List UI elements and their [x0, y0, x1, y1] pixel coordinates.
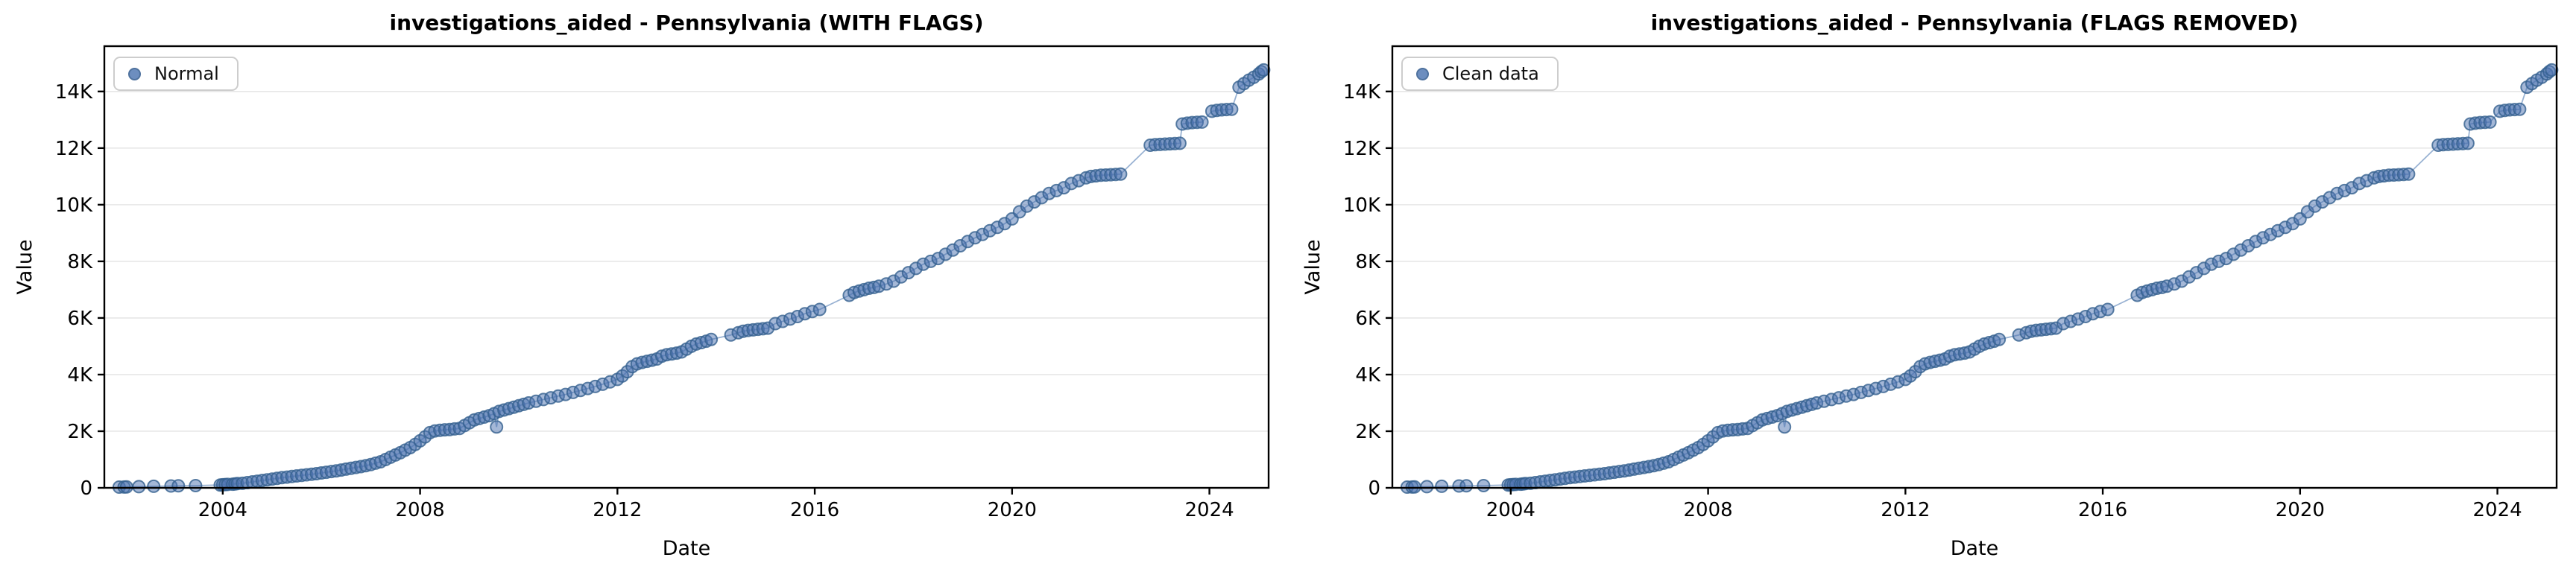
y-tick-label: 4K: [1355, 364, 1381, 387]
y-tick-label: 2K: [1355, 421, 1381, 443]
x-axis-label: Date: [663, 537, 711, 560]
x-tick-label: 2016: [790, 499, 839, 521]
x-tick-label: 2016: [2078, 499, 2127, 521]
scatter-plot-flags-removed: 2004 2008 2012 2016 2020 2024 0 2K 4K 6K 8K 10K 12K 1…: [1301, 45, 2559, 560]
y-tick-label: 14K: [55, 81, 93, 104]
y-tick-label: 6K: [1355, 308, 1381, 330]
plot-border: [103, 45, 1270, 489]
y-tick-label: 14K: [1343, 81, 1381, 104]
series-markers: [1400, 63, 2559, 494]
y-axis: 0 2K 4K 6K 8K 10K 12K 14K: [55, 81, 104, 500]
y-tick-label: 10K: [1343, 194, 1381, 217]
y-axis-label: Value: [1301, 239, 1325, 294]
y-tick-label: 0: [80, 477, 92, 500]
x-tick-label: 2020: [2276, 499, 2325, 521]
legend: Clean data: [1401, 57, 1559, 91]
legend-marker-icon: [1416, 67, 1429, 80]
x-axis-label: Date: [1951, 537, 1999, 560]
series-markers: [112, 63, 1271, 494]
y-tick-label: 2K: [67, 421, 93, 443]
series-connector-line: [1407, 69, 2552, 488]
y-tick-label: 12K: [1343, 138, 1381, 160]
series-connector-line: [119, 69, 1264, 488]
chart-flags-removed: 2004 2008 2012 2016 2020 2024 0 2K 4K 6K 8K 10K 12K 1…: [1288, 0, 2576, 572]
y-axis-label: Value: [13, 239, 37, 294]
y-tick-label: 8K: [67, 251, 93, 273]
chart-with-flags: 2004 2008 2012 2016 2020 2024 0 2K 4K 6K 8K 10K 12K 1…: [13, 10, 1271, 560]
x-tick-label: 2004: [1486, 499, 1535, 521]
chart-title: investigations_aided - Pennsylvania (FLA…: [1650, 10, 2299, 35]
x-tick-label: 2024: [2472, 499, 2522, 521]
gridlines: [104, 91, 1269, 432]
y-tick-label: 4K: [67, 364, 93, 387]
legend: Normal: [113, 57, 239, 91]
legend-label: Normal: [154, 63, 219, 84]
legend-marker-icon: [128, 67, 141, 80]
plot-border: [1391, 45, 2558, 489]
x-tick-label: 2008: [1684, 499, 1733, 521]
gridlines: [1392, 91, 2557, 432]
y-tick-label: 12K: [55, 138, 93, 160]
y-axis: 0 2K 4K 6K 8K 10K 12K 14K: [1343, 81, 1392, 500]
x-tick-label: 2020: [988, 499, 1037, 521]
x-tick-label: 2008: [396, 499, 445, 521]
x-tick-label: 2012: [1881, 499, 1930, 521]
legend-label: Clean data: [1442, 63, 1539, 84]
x-tick-label: 2012: [593, 499, 642, 521]
x-axis: 2004 2008 2012 2016 2020 2024: [198, 488, 1234, 521]
y-tick-label: 10K: [55, 194, 93, 217]
x-axis: 2004 2008 2012 2016 2020 2024: [1486, 488, 2522, 521]
y-tick-label: 0: [1368, 477, 1380, 500]
chart-title: investigations_aided - Pennsylvania (WIT…: [389, 10, 984, 35]
y-tick-label: 6K: [67, 308, 93, 330]
x-tick-label: 2004: [198, 499, 247, 521]
y-tick-label: 8K: [1355, 251, 1381, 273]
scatter-plot-with-flags: 2004 2008 2012 2016 2020 2024 0 2K 4K 6K 8K 10K 12K 1…: [13, 45, 1271, 560]
x-tick-label: 2024: [1184, 499, 1234, 521]
